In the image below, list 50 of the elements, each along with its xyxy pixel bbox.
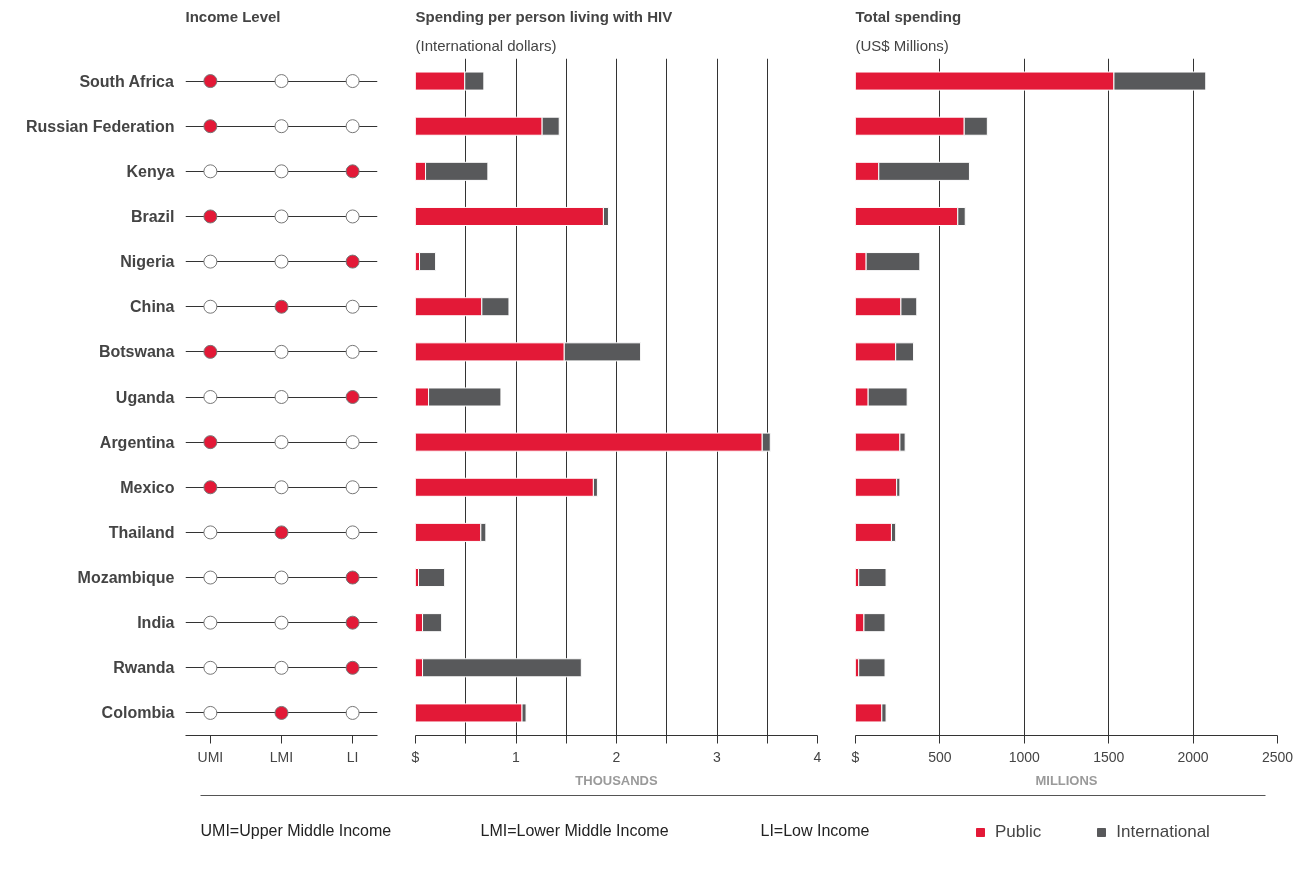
annotation: LI [346,748,359,765]
x-tick-label: $ [411,748,420,765]
y-tick-label: China [130,298,175,316]
x-axis-title: MILLIONS [1035,772,1098,788]
chart-subtitle: (US$ Millions) [855,36,949,54]
text: LI=Low Income [760,821,870,839]
x-tick-label: 1000 [1008,748,1041,765]
bar [858,658,886,678]
bar [855,522,892,542]
annotation: LMI [269,748,294,765]
y-tick-label: South Africa [79,72,175,90]
y-tick-label: Colombia [101,704,175,722]
x-tick-label: 4 [813,748,822,765]
y-tick-label: Brazil [130,207,175,225]
bar [855,703,883,723]
bar [855,477,898,497]
y-tick-label: Argentina [99,433,175,451]
y-tick-label: Kenya [126,162,175,180]
y-tick-label: Rwanda [113,659,175,677]
annotation: UMI [197,748,224,765]
bar [419,252,437,272]
bar [858,568,887,588]
x-tick-label: 2500 [1261,748,1294,765]
x-tick-label: 1 [512,748,521,765]
y-tick-label: Thailand [108,523,175,541]
y-tick-label: Botswana [98,343,175,361]
text: UMI=Upper Middle Income [200,821,392,839]
x-tick-label: 3 [713,748,722,765]
bar [415,703,523,723]
x-tick-label: 500 [928,748,952,765]
y-tick-label: Russian Federation [26,117,175,135]
y-tick-label: Mexico [120,478,175,496]
chart-title: Income Level [185,7,281,25]
x-tick-label: $ [851,748,860,765]
legend-label: Public [995,822,1042,842]
y-tick-label: Nigeria [120,253,175,271]
chart-title: Spending per person living with HIV [415,7,673,25]
bar [415,477,594,497]
text: LMI=Lower Middle Income [480,821,669,839]
chart-subtitle: (International dollars) [415,36,557,54]
x-axis-title: THOUSANDS [575,772,658,788]
x-tick-label: 2 [612,748,621,765]
x-tick-label: 1500 [1093,748,1125,765]
bar [418,568,446,588]
legend-label: International [1116,822,1210,842]
y-tick-label: Mozambique [77,569,175,587]
x-tick-label: 2000 [1177,748,1209,765]
chart-title: Total spending [855,7,962,25]
y-tick-label: India [137,614,175,632]
y-tick-label: Uganda [115,388,175,406]
